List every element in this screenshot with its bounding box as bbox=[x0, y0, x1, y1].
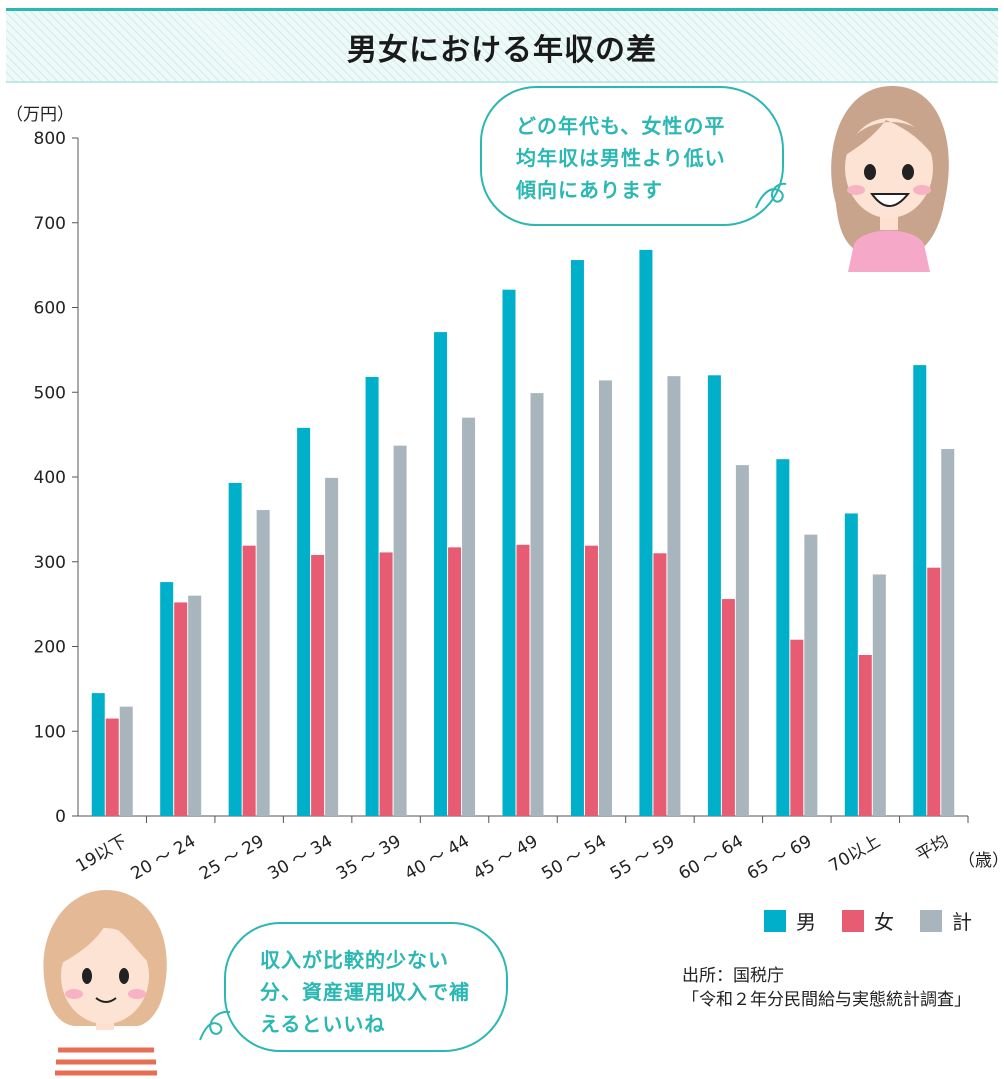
legend-item-male: 男 bbox=[764, 906, 816, 935]
bar-total bbox=[941, 449, 955, 816]
x-tick-label: 20 ～ 24 bbox=[128, 831, 200, 884]
bar-female bbox=[174, 602, 188, 816]
bar-total bbox=[462, 417, 476, 816]
legend-label-total: 計 bbox=[952, 910, 972, 934]
legend-swatch-male bbox=[764, 909, 786, 932]
bar-female bbox=[379, 552, 393, 816]
legend-item-total: 計 bbox=[920, 906, 972, 935]
bar-female bbox=[721, 599, 735, 816]
y-tick-label: 0 bbox=[55, 807, 66, 827]
bar-male bbox=[228, 482, 242, 816]
bar-female bbox=[858, 654, 872, 816]
speech-bubble-bottom: 収入が比較的少ない 分、資産運用収入で補 えるといいね bbox=[224, 922, 508, 1052]
speech-bottom-line-2: 分、資産運用収入で補 bbox=[260, 980, 470, 1004]
bar-female bbox=[584, 545, 598, 816]
x-tick-label: 25 ～ 29 bbox=[196, 831, 268, 884]
x-tick-label: 70以上 bbox=[826, 831, 884, 876]
bar-total bbox=[804, 534, 818, 816]
bar-female bbox=[516, 544, 530, 816]
bar-total bbox=[393, 445, 407, 816]
legend-swatch-female bbox=[842, 909, 864, 932]
y-tick-label: 400 bbox=[34, 468, 66, 488]
legend-item-female: 女 bbox=[842, 906, 894, 935]
x-tick-label: 19以下 bbox=[73, 831, 131, 876]
y-tick-label: 700 bbox=[34, 214, 66, 234]
chart-legend: 男 女 計 bbox=[764, 906, 972, 935]
bar-male bbox=[570, 260, 584, 816]
speech-top-line-3: 傾向にあります bbox=[516, 178, 663, 202]
chart-title: 男女における年収の差 bbox=[347, 33, 657, 68]
x-tick-label: 平均 bbox=[913, 831, 952, 865]
x-tick-label: 55 ～ 59 bbox=[607, 831, 679, 884]
bar-total bbox=[735, 465, 749, 816]
bar-male bbox=[160, 582, 174, 816]
bar-total bbox=[325, 477, 339, 816]
y-tick-label: 100 bbox=[34, 722, 66, 742]
bar-female bbox=[790, 639, 804, 816]
speech-top-line-2: 均年収は男性より低い bbox=[516, 146, 726, 170]
x-axis-label: （歳） bbox=[958, 851, 1004, 871]
source-line-1: 出所：国税庁 bbox=[682, 966, 784, 986]
source-line-2: 「令和２年分民間給与実態統計調査」 bbox=[682, 990, 971, 1010]
bar-male bbox=[297, 427, 311, 816]
woman-illustration-bottom bbox=[43, 890, 167, 1076]
y-tick-label: 200 bbox=[34, 638, 66, 658]
y-axis-label: （万円） bbox=[6, 105, 74, 125]
bar-female bbox=[653, 553, 667, 816]
bar-total bbox=[256, 510, 270, 816]
bubble-tail-top bbox=[755, 182, 787, 209]
bar-male bbox=[913, 365, 927, 816]
woman-illustration-top bbox=[831, 85, 949, 272]
x-tick-label: 40 ～ 44 bbox=[401, 831, 473, 884]
source-note: 出所：国税庁 「令和２年分民間給与実態統計調査」 bbox=[682, 964, 971, 1012]
bar-total bbox=[119, 706, 133, 816]
y-tick-label: 600 bbox=[34, 299, 66, 319]
bar-male bbox=[502, 289, 516, 816]
x-tick-label: 60 ～ 64 bbox=[675, 831, 747, 884]
bar-total bbox=[872, 574, 886, 816]
bubble-tail-bottom bbox=[199, 1010, 231, 1041]
title-banner: 男女における年収の差 bbox=[6, 8, 998, 83]
speech-bottom-line-3: えるといいね bbox=[260, 1012, 386, 1036]
y-tick-label: 500 bbox=[34, 383, 66, 403]
bar-male bbox=[639, 249, 653, 816]
bar-female bbox=[927, 567, 941, 816]
legend-label-female: 女 bbox=[874, 910, 894, 934]
bar-female bbox=[448, 547, 462, 816]
bar-female bbox=[242, 545, 256, 816]
bar-male bbox=[365, 376, 379, 816]
bar-total bbox=[188, 595, 202, 816]
legend-label-male: 男 bbox=[796, 910, 816, 934]
bar-total bbox=[598, 380, 612, 816]
speech-bubble-top: どの年代も、女性の平 均年収は男性より低い 傾向にあります bbox=[480, 86, 784, 226]
y-tick-label: 800 bbox=[34, 129, 66, 149]
bar-total bbox=[530, 393, 544, 816]
bar-total bbox=[667, 376, 681, 816]
bar-female bbox=[311, 554, 325, 816]
y-tick-label: 300 bbox=[34, 553, 66, 573]
x-tick-label: 65 ～ 69 bbox=[744, 831, 816, 884]
bar-male bbox=[91, 693, 105, 816]
bar-female bbox=[105, 718, 119, 816]
x-tick-label: 50 ～ 54 bbox=[538, 831, 610, 884]
speech-top-line-1: どの年代も、女性の平 bbox=[516, 114, 726, 138]
bar-male bbox=[707, 375, 721, 816]
bar-male bbox=[844, 513, 858, 816]
bar-male bbox=[776, 459, 790, 816]
bar-male bbox=[434, 332, 448, 816]
x-tick-label: 45 ～ 49 bbox=[470, 831, 542, 884]
speech-bottom-line-1: 収入が比較的少ない bbox=[260, 948, 449, 972]
x-tick-label: 30 ～ 34 bbox=[265, 831, 337, 884]
x-tick-label: 35 ～ 39 bbox=[333, 831, 405, 884]
legend-swatch-total bbox=[920, 909, 942, 932]
